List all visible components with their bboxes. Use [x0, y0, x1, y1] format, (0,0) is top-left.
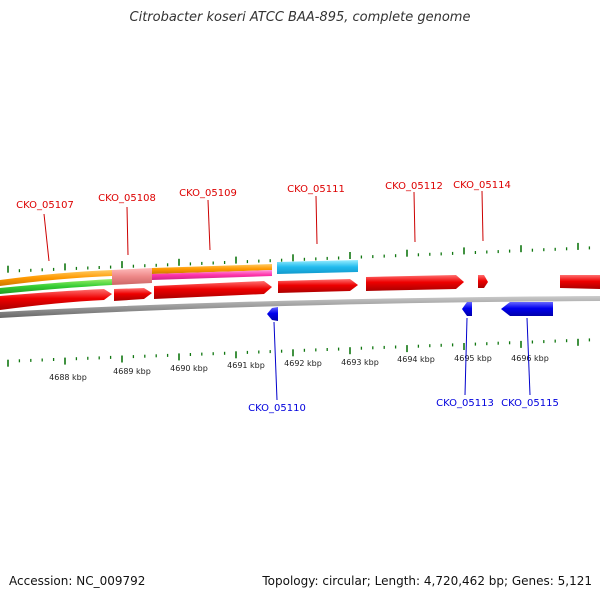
reverse-gene-arrow[interactable]: [501, 302, 553, 316]
feature-bar-orange-1[interactable]: [0, 270, 112, 286]
scale-label: 4695 kbp: [454, 354, 492, 363]
gene-label-forward[interactable]: CKO_05114: [453, 180, 511, 191]
label-leader-line: [464, 317, 468, 396]
scale-label: 4692 kbp: [284, 359, 322, 368]
genome-title: Citrobacter koseri ATCC BAA-895, complet…: [129, 10, 471, 25]
gene-label-forward[interactable]: CKO_05109: [179, 188, 237, 199]
feature-bar-magenta[interactable]: [152, 270, 272, 280]
feature-bar-cyan[interactable]: [277, 260, 358, 274]
scale-labels: 4688 kbp 4689 kbp 4690 kbp 4691 kbp 4692…: [49, 354, 549, 382]
forward-gene-arrow[interactable]: [478, 275, 488, 288]
scale-label: 4690 kbp: [170, 364, 208, 373]
gene-label-reverse[interactable]: CKO_05110: [248, 403, 306, 414]
forward-gene-arrow[interactable]: [366, 275, 464, 291]
label-leader-line: [207, 199, 211, 251]
label-leader-line: [526, 317, 531, 396]
reverse-gene-arrow[interactable]: [267, 307, 278, 321]
feature-bar-pink[interactable]: [112, 268, 152, 285]
gene-label-reverse[interactable]: CKO_05115: [501, 398, 559, 409]
label-leader-line: [315, 195, 318, 245]
gene-label-forward[interactable]: CKO_05112: [385, 181, 443, 192]
forward-gene-arrow[interactable]: [154, 281, 272, 299]
scale-label: 4691 kbp: [227, 361, 265, 370]
feature-bar-green[interactable]: [0, 279, 112, 294]
inner-tick-ring: [7, 338, 591, 367]
label-leader-line: [43, 213, 50, 262]
scale-label: 4693 kbp: [341, 358, 379, 367]
forward-gene-arrow[interactable]: [0, 289, 112, 310]
forward-gene-arrow[interactable]: [114, 288, 152, 301]
gene-label-reverse[interactable]: CKO_05113: [436, 398, 494, 409]
gene-label-forward[interactable]: CKO_05108: [98, 193, 156, 204]
reverse-gene-arrow[interactable]: [462, 302, 472, 316]
label-leader-line: [481, 190, 484, 242]
genome-summary-text: Topology: circular; Length: 4,720,462 bp…: [262, 574, 592, 588]
scale-label: 4694 kbp: [397, 355, 435, 364]
label-leader-line: [413, 191, 416, 243]
scale-label: 4696 kbp: [511, 354, 549, 363]
reverse-gene-labels: CKO_05110 CKO_05113 CKO_05115: [248, 317, 559, 414]
scale-label: 4689 kbp: [113, 367, 151, 376]
label-leader-line: [273, 321, 278, 401]
forward-gene-arrow[interactable]: [560, 275, 600, 289]
label-leader-line: [126, 206, 129, 256]
gene-label-forward[interactable]: CKO_05107: [16, 200, 74, 211]
feature-bar-orange-2[interactable]: [152, 264, 272, 274]
genome-backbone-ring: [0, 296, 600, 318]
forward-gene-arrow[interactable]: [278, 279, 358, 293]
accession-text: Accession: NC_009792: [9, 574, 146, 588]
outer-tick-ring: [7, 242, 591, 273]
scale-label: 4688 kbp: [49, 373, 87, 382]
forward-gene-labels: CKO_05107 CKO_05108 CKO_05109 CKO_05111 …: [16, 180, 511, 262]
gene-label-forward[interactable]: CKO_05111: [287, 184, 345, 195]
